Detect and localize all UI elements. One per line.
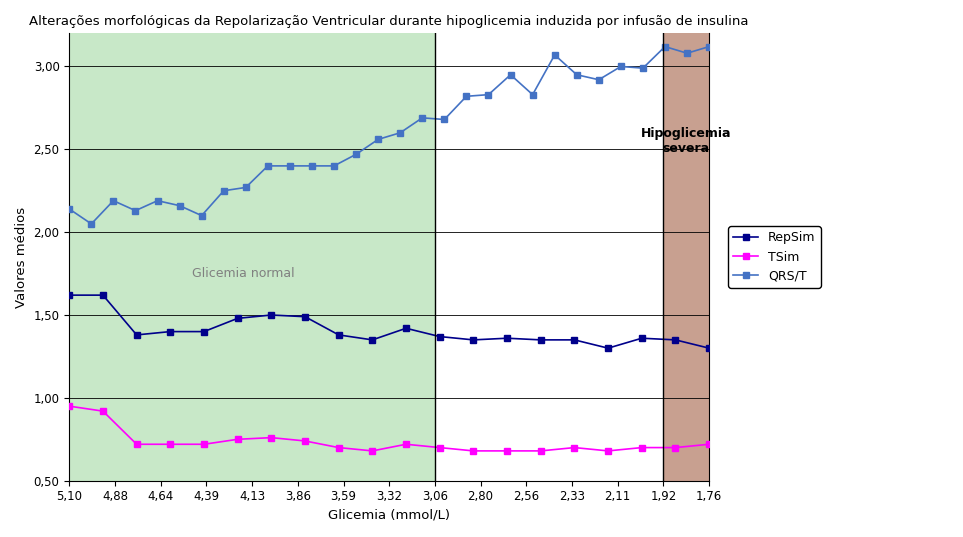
- RepSim: [97, 292, 109, 299]
- RepSim: [535, 337, 547, 343]
- Line: QRS/T: QRS/T: [66, 44, 712, 227]
- Line: RepSim: RepSim: [66, 292, 712, 351]
- TSim: [131, 441, 143, 447]
- RepSim: [636, 335, 647, 342]
- QRS/T: [681, 50, 692, 56]
- QRS/T: [195, 212, 207, 219]
- QRS/T: [240, 184, 251, 191]
- RepSim: [502, 335, 513, 342]
- QRS/T: [638, 65, 649, 71]
- RepSim: [333, 332, 345, 338]
- Title: Alterações morfológicas da Repolarização Ventricular durante hipoglicemia induzi: Alterações morfológicas da Repolarização…: [30, 15, 749, 28]
- TSim: [367, 448, 378, 454]
- QRS/T: [482, 91, 494, 98]
- TSim: [299, 438, 311, 444]
- QRS/T: [549, 52, 560, 58]
- Bar: [435, 33, 709, 481]
- Text: Glicemia normal: Glicemia normal: [192, 267, 295, 280]
- RepSim: [602, 345, 613, 351]
- TSim: [333, 444, 345, 451]
- QRS/T: [373, 136, 384, 143]
- TSim: [401, 441, 412, 447]
- QRS/T: [130, 207, 142, 214]
- QRS/T: [460, 93, 472, 99]
- TSim: [64, 403, 75, 409]
- RepSim: [299, 314, 311, 320]
- TSim: [97, 408, 109, 415]
- QRS/T: [660, 43, 671, 50]
- QRS/T: [615, 63, 627, 70]
- QRS/T: [351, 151, 362, 157]
- QRS/T: [703, 43, 715, 50]
- QRS/T: [395, 129, 406, 136]
- QRS/T: [593, 76, 605, 83]
- Line: TSim: TSim: [66, 403, 712, 454]
- QRS/T: [417, 114, 429, 121]
- RepSim: [703, 345, 715, 351]
- QRS/T: [571, 71, 583, 78]
- QRS/T: [173, 202, 185, 209]
- Bar: [69, 33, 435, 481]
- RepSim: [367, 337, 378, 343]
- QRS/T: [108, 198, 119, 204]
- TSim: [669, 444, 681, 451]
- QRS/T: [306, 163, 318, 169]
- RepSim: [468, 337, 480, 343]
- TSim: [535, 448, 547, 454]
- QRS/T: [505, 71, 516, 78]
- Text: Hipoglicemia
severa: Hipoglicemia severa: [641, 127, 732, 155]
- RepSim: [434, 333, 446, 340]
- QRS/T: [218, 187, 229, 194]
- QRS/T: [284, 163, 296, 169]
- RepSim: [131, 332, 143, 338]
- RepSim: [568, 337, 580, 343]
- Bar: [664, 33, 709, 481]
- RepSim: [401, 325, 412, 331]
- TSim: [165, 441, 176, 447]
- TSim: [266, 434, 277, 441]
- RepSim: [669, 337, 681, 343]
- TSim: [602, 448, 613, 454]
- TSim: [703, 441, 715, 447]
- QRS/T: [86, 221, 97, 227]
- QRS/T: [64, 206, 75, 212]
- RepSim: [64, 292, 75, 299]
- TSim: [434, 444, 446, 451]
- TSim: [198, 441, 210, 447]
- RepSim: [198, 328, 210, 335]
- QRS/T: [262, 163, 273, 169]
- TSim: [502, 448, 513, 454]
- RepSim: [165, 328, 176, 335]
- QRS/T: [438, 117, 450, 123]
- Y-axis label: Valores médios: Valores médios: [15, 206, 28, 308]
- Legend: RepSim, TSim, QRS/T: RepSim, TSim, QRS/T: [728, 226, 820, 288]
- TSim: [232, 436, 244, 442]
- TSim: [636, 444, 647, 451]
- RepSim: [266, 312, 277, 318]
- QRS/T: [328, 163, 340, 169]
- TSim: [568, 444, 580, 451]
- TSim: [468, 448, 480, 454]
- QRS/T: [152, 198, 164, 204]
- QRS/T: [527, 91, 538, 98]
- X-axis label: Glicemia (mmol/L): Glicemia (mmol/L): [328, 509, 451, 522]
- RepSim: [232, 315, 244, 322]
